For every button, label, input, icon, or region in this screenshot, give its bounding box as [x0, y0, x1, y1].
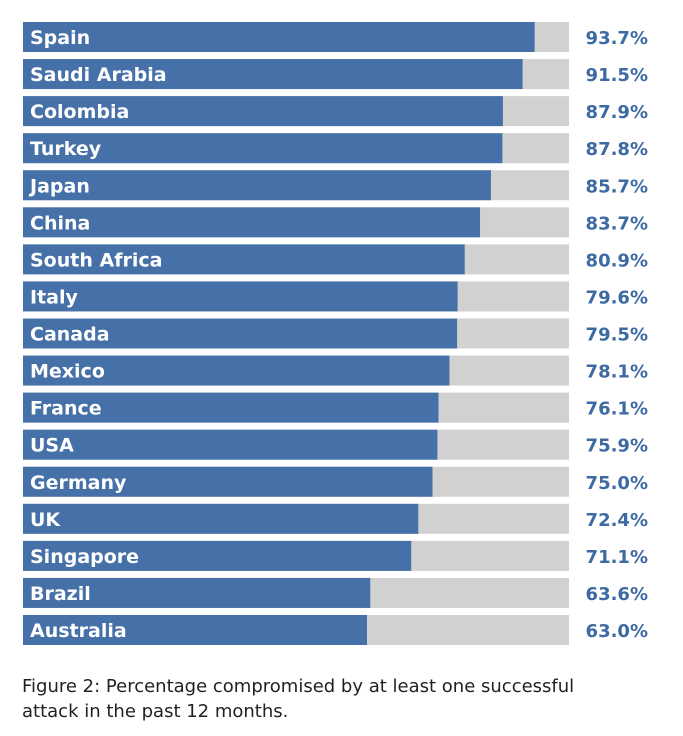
- bar-row: France 76.1%: [23, 392, 648, 423]
- category-label: Colombia: [30, 101, 129, 123]
- value-label: 91.5%: [586, 65, 648, 86]
- bar-row: UK 72.4%: [23, 503, 648, 534]
- category-label: South Africa: [30, 249, 162, 271]
- category-label: Brazil: [30, 583, 91, 605]
- bar: [23, 170, 491, 201]
- value-label: 93.7%: [586, 28, 648, 49]
- value-label: 63.6%: [586, 584, 648, 605]
- category-label: Saudi Arabia: [30, 64, 167, 86]
- bar-row: Germany 75.0%: [23, 466, 648, 497]
- bar-row: Spain 93.7%: [23, 22, 648, 52]
- value-label: 79.6%: [586, 287, 648, 308]
- value-label: 63.0%: [586, 621, 648, 642]
- bar: [23, 244, 465, 275]
- value-label: 75.9%: [586, 436, 648, 457]
- value-label: 83.7%: [586, 213, 648, 234]
- bar: [23, 22, 535, 52]
- bar-row: Saudi Arabia 91.5%: [23, 59, 648, 90]
- value-label: 85.7%: [586, 176, 648, 197]
- bar: [23, 540, 412, 571]
- category-label: Singapore: [30, 546, 139, 568]
- figure-caption: Figure 2: Percentage compromised by at l…: [22, 674, 642, 724]
- bar-row: Canada 79.5%: [23, 318, 648, 349]
- value-label: 79.5%: [586, 325, 648, 346]
- value-label: 78.1%: [586, 362, 648, 383]
- category-label: Australia: [30, 620, 127, 642]
- category-label: Turkey: [30, 138, 102, 160]
- value-label: 87.8%: [586, 139, 648, 160]
- bar: [23, 133, 503, 164]
- value-label: 71.1%: [586, 547, 648, 568]
- bar-row: Turkey 87.8%: [23, 133, 648, 164]
- bar: [23, 392, 439, 423]
- bar: [23, 503, 419, 534]
- value-label: 72.4%: [586, 510, 648, 531]
- bar-chart: Spain 93.7% Saudi Arabia 91.5% Colombia 87.9%…: [23, 22, 648, 645]
- bar: [23, 466, 433, 497]
- bar: [23, 577, 371, 608]
- bar: [23, 355, 450, 386]
- value-label: 87.9%: [586, 102, 648, 123]
- bar-row: USA 75.9%: [23, 429, 648, 460]
- bar-row: Singapore 71.1%: [23, 540, 648, 571]
- bar-row: Mexico 78.1%: [23, 355, 648, 386]
- category-label: Canada: [30, 324, 110, 346]
- bar-row: Japan 85.7%: [23, 170, 648, 201]
- bar-row: Colombia 87.9%: [23, 96, 648, 127]
- category-label: Mexico: [30, 361, 105, 383]
- category-label: USA: [30, 435, 74, 457]
- category-label: France: [30, 398, 102, 420]
- bar: [23, 429, 438, 460]
- category-label: Germany: [30, 472, 127, 494]
- bar-row: Australia 63.0%: [23, 615, 648, 645]
- bar: [23, 207, 481, 238]
- bar-row: Brazil 63.6%: [23, 577, 648, 608]
- bar: [23, 59, 523, 90]
- category-label: Japan: [28, 175, 90, 197]
- bar: [23, 318, 458, 349]
- caption-line-1: Figure 2: Percentage compromised by at l…: [22, 676, 575, 697]
- bar: [23, 615, 367, 645]
- value-label: 75.0%: [586, 473, 648, 494]
- bar-row: South Africa 80.9%: [23, 244, 648, 275]
- bar-row: China 83.7%: [23, 207, 648, 238]
- value-label: 76.1%: [586, 399, 648, 420]
- category-label: UK: [30, 509, 61, 531]
- caption-line-2: attack in the past 12 months.: [22, 701, 289, 722]
- bar: [23, 281, 458, 312]
- value-label: 80.9%: [586, 250, 648, 271]
- category-label: Spain: [30, 27, 90, 49]
- category-label: China: [30, 212, 90, 234]
- bar-row: Italy 79.6%: [23, 281, 648, 312]
- category-label: Italy: [30, 286, 78, 308]
- bar: [23, 96, 503, 127]
